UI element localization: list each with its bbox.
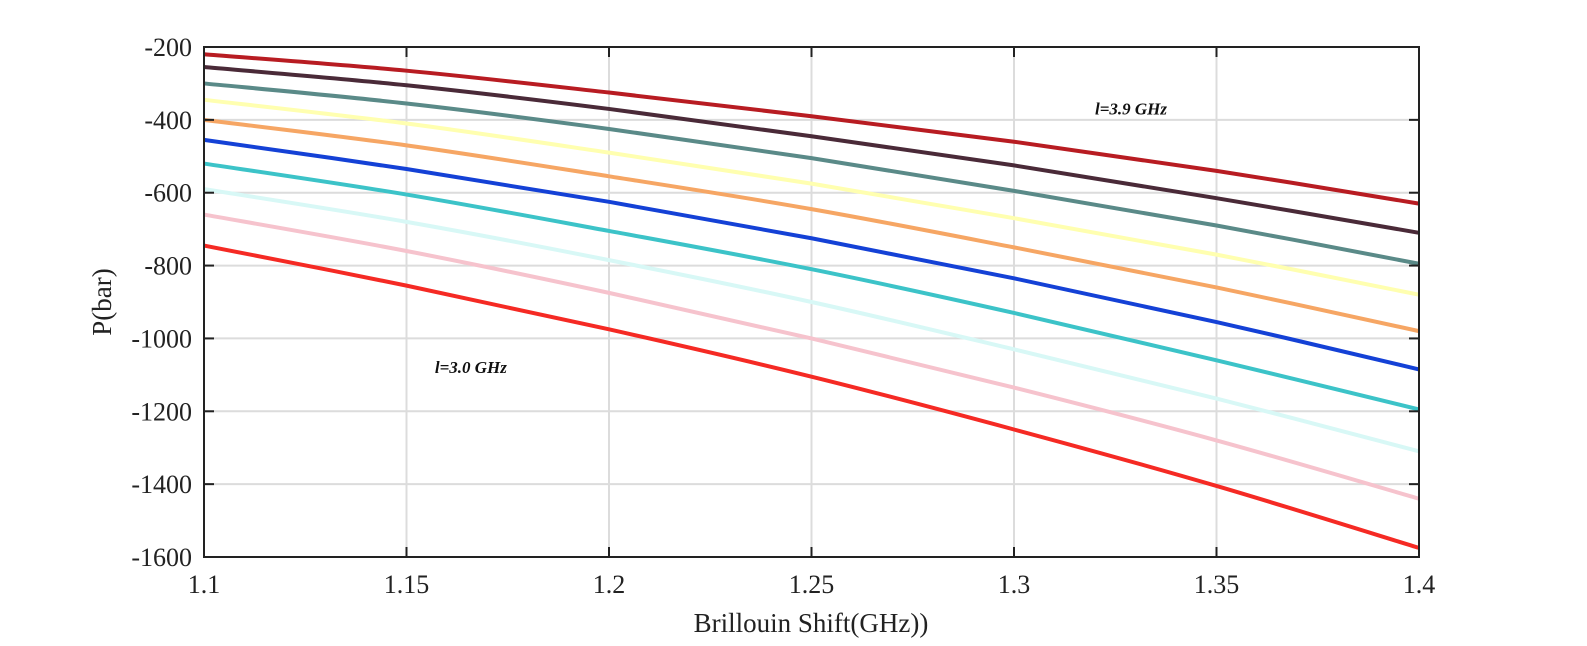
x-tick-label: 1.15 <box>384 570 430 599</box>
series-line-7 <box>203 161 1420 412</box>
axis-ticks <box>203 46 1420 558</box>
series-line-9 <box>203 212 1420 501</box>
y-tick-label: -1000 <box>131 324 192 353</box>
series-line-5 <box>203 117 1420 334</box>
series-line-10 <box>203 243 1420 550</box>
y-tick-labels: -200 -400 -600 -800 -1000 -1200 -1400 -1600 <box>131 33 192 572</box>
y-tick-label: -1200 <box>131 397 192 426</box>
y-tick-label: -400 <box>144 106 192 135</box>
x-tick-label: 1.2 <box>593 570 626 599</box>
series-line-8 <box>203 187 1420 454</box>
x-tick-labels: 1.1 1.15 1.2 1.25 1.3 1.35 1.4 <box>188 570 1436 599</box>
y-tick-label: -600 <box>144 179 192 208</box>
y-axis-label: P(bar) <box>87 268 117 335</box>
series-layer <box>203 52 1420 550</box>
annotations: l=3.9 GHz l=3.0 GHz <box>435 99 1168 377</box>
y-tick-label: -1600 <box>131 543 192 572</box>
x-axis-label: Brillouin Shift(GHz)) <box>694 608 929 638</box>
x-tick-label: 1.35 <box>1194 570 1240 599</box>
series-line-1 <box>203 52 1420 206</box>
series-line-2 <box>203 65 1420 235</box>
y-tick-label: -800 <box>144 252 192 281</box>
series-line-4 <box>203 97 1420 297</box>
series-line-6 <box>203 137 1420 372</box>
x-tick-label: 1.1 <box>188 570 221 599</box>
x-tick-label: 1.3 <box>998 570 1031 599</box>
x-tick-label: 1.4 <box>1403 570 1436 599</box>
annotation-label-2: l=3.0 GHz <box>435 358 507 377</box>
annotation-label-1: l=3.9 GHz <box>1095 99 1167 118</box>
x-tick-label: 1.25 <box>789 570 835 599</box>
y-tick-label: -200 <box>144 33 192 62</box>
y-tick-label: -1400 <box>131 470 192 499</box>
series-line-3 <box>203 81 1420 266</box>
